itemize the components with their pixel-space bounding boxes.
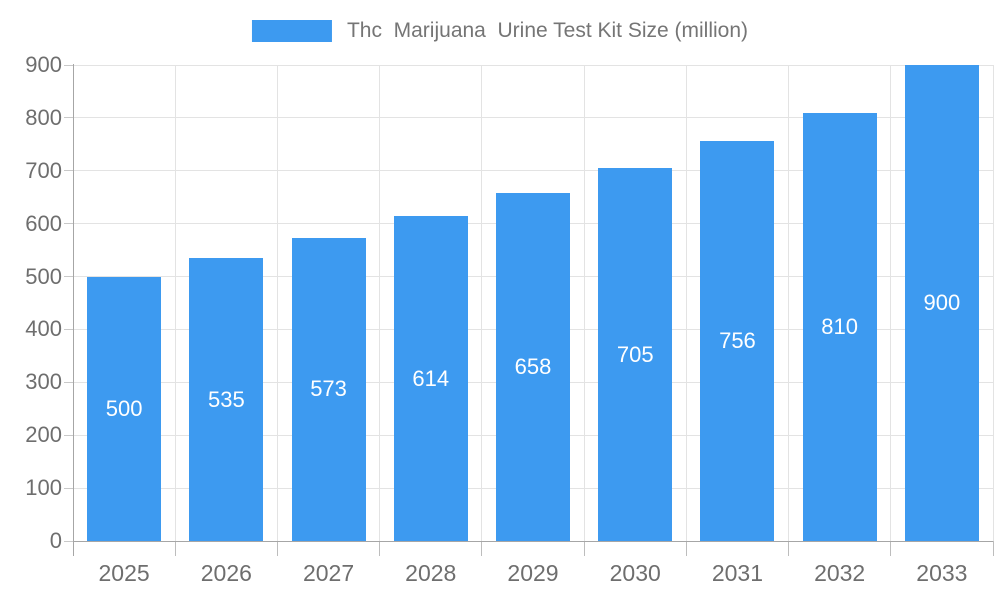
y-axis-tick: [64, 328, 73, 330]
bar-value-label: 614: [412, 365, 450, 391]
x-axis-line: [73, 540, 993, 542]
x-tick-label: 2030: [609, 560, 661, 586]
y-tick-label: 0: [49, 528, 62, 553]
y-tick-label: 300: [25, 369, 62, 395]
x-axis-tick: [788, 541, 790, 556]
bar-value-label: 756: [719, 328, 756, 354]
y-tick-label: 900: [25, 52, 62, 77]
x-axis-tick: [992, 541, 994, 556]
y-tick-label: 700: [25, 157, 62, 183]
x-axis-tick: [379, 541, 381, 556]
x-tick-label: 2032: [814, 560, 866, 586]
x-axis-tick: [174, 541, 176, 556]
legend-label: Thc Marijuana Urine Test Kit Size (milli…: [346, 19, 749, 42]
bar-value-label: 900: [923, 290, 961, 315]
y-axis-tick: [64, 487, 73, 489]
bar-2031[interactable]: [700, 141, 775, 541]
y-axis-tick: [64, 276, 73, 278]
x-tick-label: 2031: [711, 560, 764, 586]
y-tick-label: 200: [25, 422, 62, 448]
y-gridline: [73, 64, 993, 66]
y-axis-line: [72, 64, 74, 556]
bar-value-label: 535: [207, 386, 245, 412]
y-axis-tick: [64, 381, 73, 383]
x-gridline: [276, 65, 278, 541]
x-tick-label: 2026: [200, 560, 252, 586]
y-gridline: [73, 117, 993, 119]
bar-2026[interactable]: [189, 258, 264, 541]
x-gridline: [890, 65, 892, 541]
x-gridline: [992, 65, 994, 541]
x-gridline: [685, 65, 687, 541]
y-axis-tick: [64, 117, 73, 119]
x-gridline: [481, 65, 483, 541]
bar-value-label: 658: [514, 353, 552, 379]
x-tick-label: 2028: [405, 560, 457, 586]
x-gridline: [583, 65, 585, 541]
bar-value-label: 810: [821, 313, 859, 339]
x-tick-label: 2027: [302, 560, 355, 586]
x-gridline: [174, 65, 176, 541]
x-tick-label: 2025: [98, 560, 150, 586]
bar-2029[interactable]: [496, 192, 570, 541]
x-axis-tick: [890, 541, 892, 556]
bar-2027[interactable]: [291, 237, 366, 541]
bar-value-label: 705: [616, 341, 654, 367]
y-axis-tick: [64, 170, 73, 172]
bar-2025[interactable]: [87, 276, 162, 541]
bar-value-label: 500: [105, 395, 143, 421]
legend[interactable]: Thc Marijuana Urine Test Kit Size (milli…: [251, 19, 749, 43]
y-axis-tick: [64, 540, 73, 542]
y-gridline: [73, 170, 993, 172]
legend-swatch-icon: [251, 20, 332, 42]
bar-2032[interactable]: [802, 112, 877, 541]
y-axis-tick: [64, 434, 73, 436]
y-axis-tick: [64, 64, 73, 66]
bar-2030[interactable]: [598, 168, 673, 541]
x-axis-tick: [583, 541, 585, 556]
x-axis-tick: [481, 541, 483, 556]
y-tick-label: 100: [25, 475, 62, 501]
x-axis-tick: [685, 541, 687, 556]
y-tick-label: 500: [25, 263, 62, 289]
y-tick-label: 800: [25, 104, 62, 130]
y-tick-label: 400: [25, 316, 62, 342]
bar-2033[interactable]: [904, 65, 979, 541]
x-gridline: [379, 65, 381, 541]
x-tick-label: 2029: [507, 560, 559, 586]
x-axis-tick: [276, 541, 278, 556]
y-tick-label: 600: [25, 210, 62, 236]
x-gridline: [788, 65, 790, 541]
bar-2028[interactable]: [393, 216, 468, 541]
y-axis-tick: [64, 223, 73, 225]
bar-value-label: 573: [310, 376, 347, 402]
x-tick-label: 2033: [916, 560, 968, 586]
